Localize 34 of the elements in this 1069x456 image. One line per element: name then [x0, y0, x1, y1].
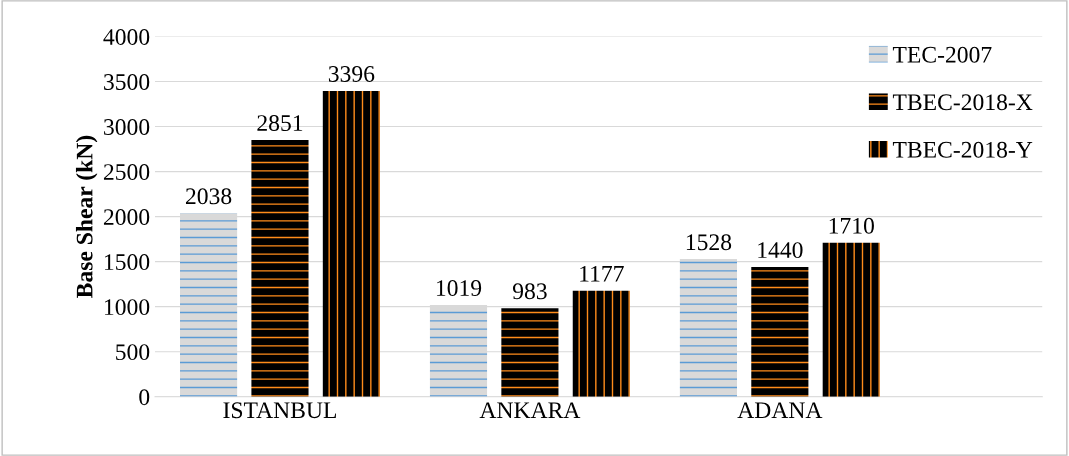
bar — [429, 304, 488, 397]
bar — [251, 139, 309, 397]
bar — [679, 259, 737, 397]
data-label: 1440 — [758, 242, 803, 259]
data-label: 983 — [512, 283, 547, 300]
bar — [180, 213, 238, 397]
y-tick-label: 1000 — [105, 299, 150, 316]
x-tick-label: ANKARA — [479, 402, 581, 418]
legend-label: TBEC-2018-Y — [892, 141, 1033, 158]
y-axis-title: Base Shear (kN) — [75, 135, 98, 298]
y-tick-label: 4000 — [103, 28, 150, 45]
data-label: 2851 — [257, 115, 303, 131]
data-label: 1177 — [580, 265, 624, 282]
legend-label: TBEC-2018-X — [892, 94, 1033, 111]
bar — [572, 290, 630, 397]
y-tick-label: 3000 — [104, 119, 150, 135]
bar — [322, 90, 380, 397]
bar — [751, 267, 809, 397]
y-tick-label: 2000 — [103, 209, 150, 226]
y-tick-label: 500 — [116, 344, 150, 361]
bar — [822, 242, 880, 397]
y-tick-label: 3500 — [104, 74, 150, 90]
data-label: 1710 — [829, 217, 874, 234]
legend-label: TEC-2007 — [892, 46, 992, 63]
y-tick-label: 2500 — [103, 164, 150, 180]
data-label: 1019 — [436, 280, 482, 296]
y-tick-label: 1500 — [105, 254, 150, 271]
data-label: 2038 — [185, 188, 232, 205]
bar — [501, 308, 559, 397]
data-label: 3396 — [328, 66, 375, 82]
y-tick-label: 0 — [139, 389, 150, 406]
data-label: 1528 — [686, 234, 732, 251]
x-tick-label: ADANA — [737, 402, 823, 419]
x-tick-label: ISTANBUL — [223, 402, 336, 419]
